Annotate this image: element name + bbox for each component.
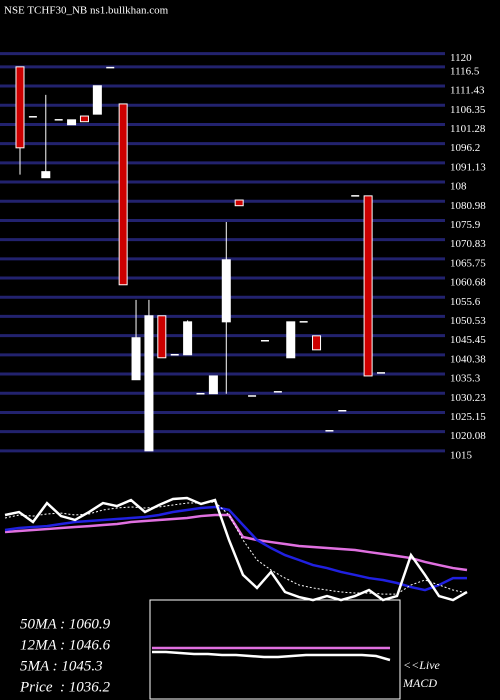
y-tick-label: 1101.28 [450,123,486,135]
y-tick-label: 1120 [450,52,472,64]
candle-body [144,315,154,452]
y-tick-label: 1055.6 [450,296,481,308]
y-tick-label: 1075.9 [450,219,481,231]
candle-body [157,315,167,359]
y-tick-label: 1091.13 [450,161,486,173]
y-tick-label: 1030.23 [450,392,486,404]
macd-panel [149,599,401,700]
y-tick-label: 1070.83 [450,238,486,250]
annotation: 12MA : 1046.6 [20,637,111,653]
candle-body [208,375,218,395]
candle-body [15,66,25,149]
candle-body [221,259,231,323]
y-tick-label: 1045.45 [450,334,486,346]
annotation: <<Live [403,658,441,672]
series-line [4,496,468,602]
y-tick-label: 1035.3 [450,373,481,385]
candle-body [183,321,193,356]
candle-body [118,103,128,286]
annotation: MACD [402,676,437,690]
candle-body [131,337,141,381]
y-tick-label: 1065.75 [450,257,486,269]
candle-body [41,171,51,179]
annotation: 5MA : 1045.3 [20,658,103,674]
candle-body [79,115,89,123]
series-line [4,501,468,595]
y-tick-label: 1025.15 [450,411,486,423]
y-tick-label: 1080.98 [450,200,486,212]
y-tick-label: 1015 [450,449,473,461]
candle-body [92,85,102,115]
y-tick-label: 1096.2 [450,142,480,154]
series-line [152,650,391,662]
series-line [4,505,467,592]
y-tick-label: 1106.35 [450,104,486,116]
candle-body [234,199,244,207]
candle-body [363,195,373,377]
y-tick-label: 1040.38 [450,353,486,365]
y-tick-label: 1020.08 [450,430,486,442]
series-line [4,513,468,572]
annotation: 50MA : 1060.9 [20,616,111,632]
y-tick-label: 1111.43 [450,85,485,97]
y-tick-label: 1050.53 [450,315,486,327]
candle-body [67,119,77,126]
candle-body [286,321,296,359]
annotation: Price : 1036.2 [19,679,110,695]
candle-body [312,335,322,351]
chart-title: NSE TCHF30_NB ns1.bullkhan.com [4,5,169,17]
y-tick-label: 1060.68 [450,277,486,289]
y-tick-label: 1116.5 [450,65,480,77]
y-tick-label: 108 [450,181,467,193]
